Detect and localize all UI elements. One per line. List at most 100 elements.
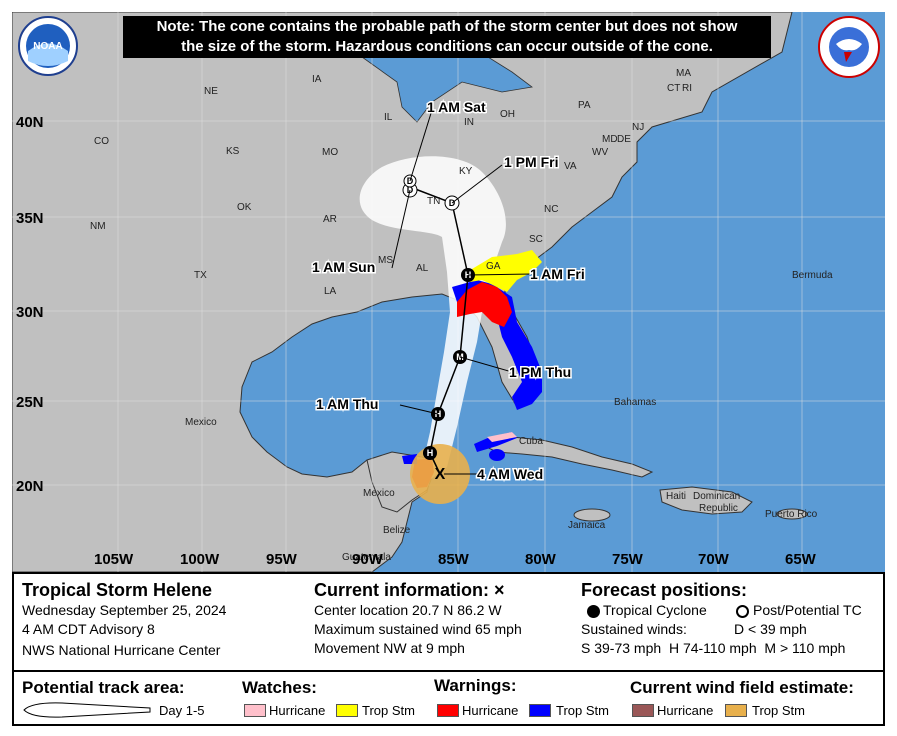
place-label: Mexico [363,488,395,499]
lon-label: 100W [180,551,220,568]
lat-label: 40N [16,114,44,131]
state-label: DE [617,134,631,145]
place-label: Bahamas [614,397,656,408]
state-label: NE [204,86,218,97]
state-label: TX [194,270,207,281]
time-label: 1 AM Sun [312,259,375,275]
state-label: CO [94,136,109,147]
lon-label: 85W [438,551,470,568]
cone-note: Note: The cone contains the probable pat… [123,16,771,58]
time-label: 1 PM Fri [504,154,558,170]
place-label: Belize [383,525,411,536]
movement: Movement NW at 9 mph [314,640,465,656]
state-label: WV [592,147,608,158]
nws-logo [818,16,880,78]
ts-watch-georgia [467,250,542,292]
hurricane-watch-label: Hurricane [269,703,326,718]
time-label: 1 AM Sat [427,99,486,115]
hurricane-watch-cuba [487,432,517,442]
warnings-title: Warnings: [434,676,517,695]
place-label: Cuba [519,436,543,447]
state-label: MD [602,134,618,145]
state-label: IA [312,74,322,85]
storm-name: Tropical Storm Helene [22,580,213,600]
state-label: GA [486,261,501,272]
place-label: Bermuda [792,270,833,281]
state-label: IN [464,117,474,128]
state-labels: NE IA IL IN OH PA MA CT RI NJ MD DE WV V… [90,68,692,297]
time-label: 1 AM Thu [316,396,378,412]
post-tc-circle-icon [736,605,749,618]
max-wind: Maximum sustained wind 65 mph [314,621,522,637]
cone-legend-icon [23,702,151,718]
hurricane-wind-label: Hurricane [657,703,714,718]
state-label: OK [237,202,252,213]
place-label: Jamaica [568,520,606,531]
note-line-1: Note: The cone contains the probable pat… [156,18,738,35]
current-info-title: Current information: × [314,580,505,600]
issuing-center: NWS National Hurricane Center [22,642,221,658]
hurricane-warning-swatch [437,704,459,717]
advisory: 4 AM CDT Advisory 8 [22,621,155,637]
noaa-logo: NOAA [18,16,78,76]
lon-label: 70W [698,551,730,568]
lon-label: 75W [612,551,644,568]
state-label: VA [564,161,577,172]
time-label: 1 AM Fri [530,266,585,282]
state-label: PA [578,100,591,111]
ts-watch-swatch [336,704,358,717]
forecast-map: NE IA IL IN OH PA MA CT RI NJ MD DE WV V… [12,12,885,572]
lat-label: 30N [16,304,44,321]
forecast-cone [359,156,506,482]
note-line-2: the size of the storm. Hazardous conditi… [181,38,713,55]
lon-label: 65W [785,551,817,568]
graticule-labels: 40N 35N 30N 25N 20N 105W 100W 95W 90W 85… [16,114,817,568]
state-label: SC [529,234,543,245]
tc-label: Tropical Cyclone [603,602,707,618]
lat-label: 25N [16,394,44,411]
state-label: NM [90,221,106,232]
legend-panel: Potential track area: Day 1-5 Watches: H… [14,670,883,724]
place-label: Haiti [666,491,686,502]
watches-title: Watches: [242,678,317,697]
post-tc-label: Post/Potential TC [753,602,862,618]
state-label: AL [416,263,429,274]
noaa-logo-text: NOAA [33,41,62,52]
lon-label: 80W [525,551,557,568]
place-label: Republic [699,503,738,514]
place-label: Guatemala [342,552,391,563]
tc-dot-icon [587,605,600,618]
ts-wind-swatch [725,704,747,717]
state-label: CT [667,83,680,94]
center-location: Center location 20.7 N 86.2 W [314,602,502,618]
time-labels: 4 AM Wed 1 AM Thu 1 PM Thu 1 AM Fri 1 PM… [311,98,587,484]
hurricane-warning-label: Hurricane [462,703,519,718]
state-label: LA [324,286,337,297]
time-label: 4 AM Wed [477,466,543,482]
track-area-title: Potential track area: [22,678,185,697]
place-labels: Bermuda Mexico Mexico Cuba Bahamas Jamai… [185,270,833,563]
wind-field-title: Current wind field estimate: [630,678,854,697]
hurricane-warning-bigbend [457,282,512,327]
ts-warning-isle [489,449,505,461]
leader-lines [391,109,533,475]
state-label: RI [682,83,692,94]
puerto-rico-land [776,508,808,520]
state-label: NC [544,204,558,215]
state-label: AR [323,214,337,225]
state-label: MO [322,147,338,158]
day-label: Day 1-5 [159,703,205,718]
hurricane-watch-swatch [244,704,266,717]
state-label: OH [500,109,515,120]
lon-label: 90W [352,551,384,568]
lon-label: 95W [266,551,298,568]
state-label: IL [384,112,393,123]
place-label: Puerto Rico [765,509,818,520]
hispaniola-land [659,486,753,515]
marker-symbol: D [407,185,414,195]
ts-warning-swatch [529,704,551,717]
forecast-title: Forecast positions: [581,580,748,600]
state-label: TN [427,196,440,207]
d-category: D < 39 mph [734,621,807,637]
place-label: Mexico [185,417,217,428]
